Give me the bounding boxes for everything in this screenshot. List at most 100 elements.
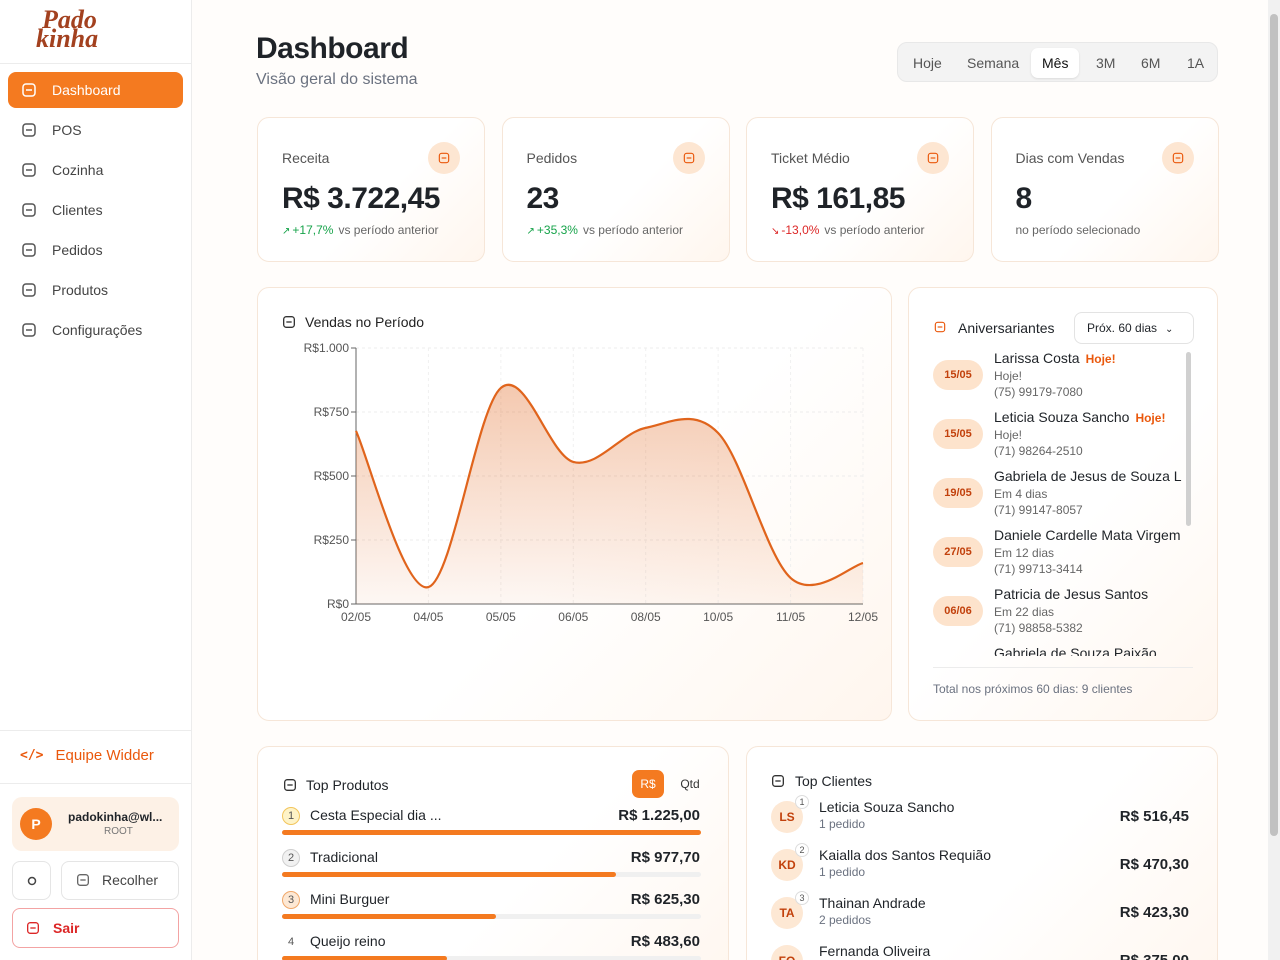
main: Dashboard Visão geral do sistema Hoje Seman… <box>192 0 1268 960</box>
theme-button[interactable] <box>12 861 51 900</box>
sidebar: Pado kinha Dashboard POS Cozinha Clientes Pedi… <box>0 0 192 960</box>
kpi-icon <box>428 142 460 174</box>
kpi-card: Ticket Médio R$ 161,85 ↘ -13,0% vs período a… <box>746 117 974 262</box>
birthday-when: Hoje! <box>994 369 1023 383</box>
icon-shape <box>934 321 946 333</box>
kpi-change-value: +35,3% <box>536 223 578 237</box>
period-option[interactable]: Semana <box>967 55 1020 71</box>
client-value: R$ 516,45 <box>1119 808 1189 825</box>
nav-icon <box>22 163 36 177</box>
birthday-list: 15/05 Larissa Costa Hoje! Hoje! (75) 99179-7… <box>933 350 1195 656</box>
birthday-card: Aniversariantes Próx. 60 dias ⌄ 15/05 Lariss… <box>908 287 1218 721</box>
chart: Vendas no Período R$0 R$250 R$500 R$750 R$1.0… <box>283 314 878 624</box>
nav-label: Cozinha <box>52 162 104 178</box>
icon-shape <box>1172 152 1183 164</box>
birthday-filter[interactable]: Próx. 60 dias ⌄ <box>1074 312 1194 344</box>
chevron: ⌄ <box>1165 324 1174 335</box>
icon-shape <box>22 243 36 257</box>
birthday-when: Hoje! <box>994 428 1023 442</box>
collapse-label: Recolher <box>102 872 159 888</box>
scroll-thumb[interactable] <box>1270 14 1278 836</box>
product-name: Queijo reino <box>310 933 386 949</box>
name: Leticia Souza Sancho <box>994 409 1130 425</box>
nav-item[interactable]: Configurações <box>8 312 183 348</box>
birthday-phone: (71) 99713-3414 <box>994 562 1083 576</box>
kpi-glyph <box>438 152 450 164</box>
product-name: Mini Burguer <box>310 891 390 907</box>
collapse-button[interactable]: Recolher <box>61 861 179 900</box>
list-scrollbar <box>1186 352 1191 526</box>
client-name: Kaialla dos Santos Requião <box>819 847 992 863</box>
kpi-icon <box>917 142 949 174</box>
period-option[interactable]: 6M <box>1141 55 1161 71</box>
client-name: Fernanda Oliveira <box>819 943 931 959</box>
divider <box>0 730 191 731</box>
period-option[interactable]: 3M <box>1096 55 1116 71</box>
x-tick-label: 02/05 <box>341 610 371 624</box>
period-option[interactable]: Mês <box>1031 48 1080 78</box>
product-name: Tradicional <box>310 849 378 865</box>
kpi-label: Receita <box>282 150 330 166</box>
kpi-glyph <box>1172 152 1183 164</box>
kpi-icon <box>672 142 705 174</box>
birthday-title: Aniversariantes <box>958 320 1055 336</box>
toggle-option[interactable]: R$ <box>632 770 664 798</box>
icon-shape <box>77 874 89 886</box>
nav-icon <box>22 243 36 257</box>
product-value: R$ 625,30 <box>630 891 700 908</box>
products-title: Top Produtos <box>306 777 389 793</box>
divider <box>933 667 1193 668</box>
top-products-card: Top Produtos R$ Qtd 1 Cesta Especial dia ...… <box>257 746 729 960</box>
nav-icon <box>22 323 36 337</box>
period-option[interactable]: Hoje <box>913 55 942 71</box>
kpi-icon <box>1161 142 1194 174</box>
nav-label: Pedidos <box>52 242 103 258</box>
nav-item[interactable]: Dashboard <box>8 72 183 108</box>
product-bar <box>282 956 448 960</box>
logout-icon <box>27 922 39 934</box>
sun-icon <box>27 876 37 886</box>
client-value: R$ 423,30 <box>1119 904 1189 921</box>
client-rank: 1 <box>795 795 809 809</box>
birthday-date: 15/05 <box>933 360 983 390</box>
icon-shape <box>22 283 36 297</box>
kpi-value: R$ 161,85 <box>771 182 905 215</box>
nav-item[interactable]: Clientes <box>8 192 183 228</box>
nav-item[interactable]: POS <box>8 112 183 148</box>
icon-shape <box>772 775 784 787</box>
logout-button[interactable]: Sair <box>12 908 179 948</box>
toggle-option[interactable]: Qtd <box>680 777 700 791</box>
nav-item[interactable]: Cozinha <box>8 152 183 188</box>
page-subtitle: Visão geral do sistema <box>256 71 418 88</box>
name: Daniele Cardelle Mata Virgem <box>994 527 1181 543</box>
filter-label: Próx. 60 dias <box>1087 321 1158 335</box>
line <box>355 383 864 589</box>
kpi-card: Pedidos 23 ↗ +35,3% vs período anterior <box>501 117 730 262</box>
scrollbar[interactable] <box>1268 0 1280 960</box>
bar-track <box>282 956 701 960</box>
kpi-note-text: vs período anterior <box>824 223 925 237</box>
nav-item[interactable]: Pedidos <box>8 232 183 268</box>
product-value: R$ 483,60 <box>630 933 700 950</box>
name: Patricia de Jesus Santos <box>994 586 1149 602</box>
user-avatar: P <box>20 808 52 840</box>
kpi-note: ↗ +35,3% vs período anterior <box>527 223 684 237</box>
product-bar <box>282 830 701 835</box>
kpi-value: 8 <box>1015 182 1033 215</box>
period-option[interactable]: 1A <box>1187 55 1205 71</box>
birthday-when: Em 22 dias <box>994 605 1055 619</box>
birthday-item: 15/05 Larissa Costa Hoje! Hoje! (75) 99179-7… <box>933 350 1195 408</box>
kpi-change-value: -13,0% <box>781 223 820 237</box>
birthday-date: 27/05 <box>933 537 983 567</box>
kpi-change: ↗ +17,7% <box>282 223 333 237</box>
icon-shape <box>22 83 36 97</box>
birthday-item: 15/05 Leticia Souza Sancho Hoje! Hoje! (71) … <box>933 409 1195 467</box>
page-title: Dashboard <box>256 32 409 65</box>
rank-badge: 1 <box>282 807 300 825</box>
nav-item[interactable]: Produtos <box>8 272 183 308</box>
y-tick-label: R$0 <box>327 597 349 611</box>
icon-shape <box>283 316 295 328</box>
team-link[interactable]: </> Equipe Widder <box>20 747 154 764</box>
trend-arrow: ↗ <box>282 226 291 237</box>
